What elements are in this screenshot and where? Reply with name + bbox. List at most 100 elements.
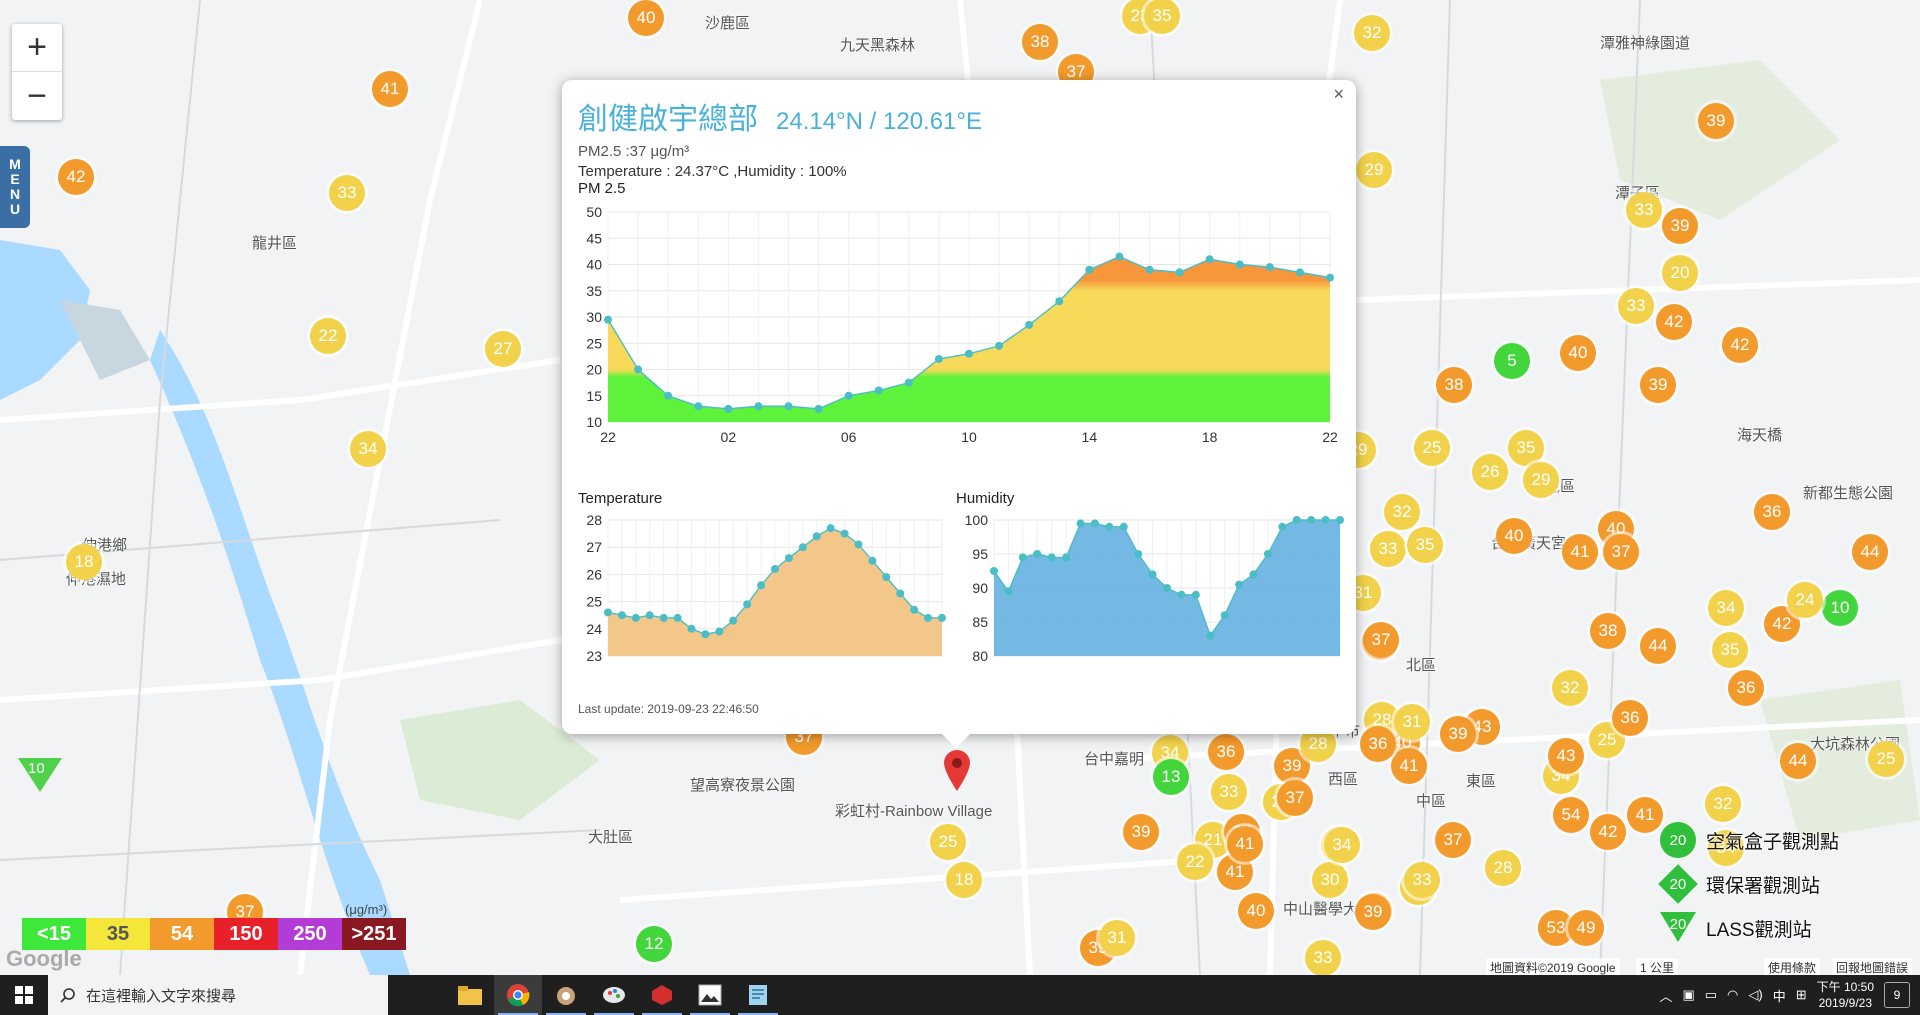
airbox-marker[interactable]: 37 [1603, 534, 1639, 570]
airbox-marker[interactable]: 10 [1822, 590, 1858, 626]
airbox-marker[interactable]: 42 [1722, 327, 1758, 363]
airbox-marker[interactable]: 42 [1656, 304, 1692, 340]
clock[interactable]: 下午 10:50 2019/9/23 [1817, 979, 1874, 1011]
taskbar-search[interactable]: 在這裡輸入文字來搜尋 [48, 975, 388, 1015]
airbox-marker[interactable]: 41 [1391, 748, 1427, 784]
airbox-marker[interactable]: 33 [329, 175, 365, 211]
app-3[interactable] [590, 975, 638, 1015]
airbox-marker[interactable]: 44 [1780, 743, 1816, 779]
airbox-marker[interactable]: 12 [636, 926, 672, 962]
airbox-marker[interactable]: 18 [66, 544, 102, 580]
map[interactable]: 沙鹿區 九天黑森林 龍井區 伸港鄉 伸港濕地 大肚區 望高寮夜景公園 彩虹村-Rainbow … [0, 0, 1920, 975]
airbox-marker[interactable]: 20 [1662, 255, 1698, 291]
keyboard-icon[interactable]: ⊞ [1795, 987, 1807, 1002]
network-icon[interactable]: ◠ [1727, 987, 1739, 1002]
airbox-marker[interactable]: 49 [1568, 910, 1604, 946]
airbox-marker[interactable]: 40 [628, 0, 664, 36]
airbox-marker[interactable]: 44 [1852, 534, 1888, 570]
airbox-marker[interactable]: 42 [1590, 814, 1626, 850]
airbox-marker[interactable]: 39 [1662, 208, 1698, 244]
file-explorer-app[interactable] [446, 975, 494, 1015]
airbox-marker[interactable]: 5 [1494, 343, 1530, 379]
airbox-marker[interactable]: 36 [1728, 670, 1764, 706]
airbox-marker[interactable]: 39 [1355, 894, 1391, 930]
airbox-marker[interactable]: 41 [372, 71, 408, 107]
airbox-marker[interactable]: 13 [1153, 759, 1189, 795]
airbox-marker[interactable]: 32 [1354, 15, 1390, 51]
airbox-marker[interactable]: 41 [1562, 534, 1598, 570]
airbox-marker[interactable]: 25 [930, 824, 966, 860]
app-6[interactable] [734, 975, 782, 1015]
airbox-marker[interactable]: 44 [1640, 628, 1676, 664]
airbox-marker[interactable]: 22 [1177, 844, 1213, 880]
airbox-marker[interactable]: 33 [1370, 531, 1406, 567]
battery-icon[interactable]: ▭ [1704, 987, 1718, 1002]
airbox-marker[interactable]: 41 [1227, 826, 1263, 862]
airbox-marker[interactable]: 40 [1238, 893, 1274, 929]
airbox-marker[interactable]: 32 [1552, 670, 1588, 706]
airbox-marker[interactable]: 34 [1324, 827, 1360, 863]
lass-marker[interactable]: 10 [18, 758, 62, 792]
windows-start-button[interactable] [0, 975, 48, 1015]
airbox-marker[interactable]: 28 [1485, 850, 1521, 886]
airbox-marker[interactable]: 31 [1099, 920, 1135, 956]
airbox-marker[interactable]: 35 [1407, 527, 1443, 563]
airbox-marker[interactable]: 33 [1404, 862, 1440, 898]
selected-location-pin[interactable] [942, 748, 972, 797]
chrome-app[interactable] [494, 975, 542, 1015]
volume-icon[interactable]: ◁) [1748, 987, 1763, 1002]
airbox-marker[interactable]: 34 [1708, 830, 1744, 866]
airbox-marker[interactable]: 40 [1496, 518, 1532, 554]
airbox-marker[interactable]: 34 [1708, 590, 1744, 626]
airbox-marker[interactable]: 35 [1508, 430, 1544, 466]
report-map-error-link[interactable]: 回報地圖錯誤 [1832, 958, 1913, 975]
airbox-marker[interactable]: 35 [1144, 0, 1180, 34]
zoom-in-button[interactable]: + [12, 24, 62, 72]
airbox-marker[interactable]: 33 [1305, 940, 1341, 975]
zoom-out-button[interactable]: − [27, 76, 47, 115]
airbox-marker[interactable]: 41 [1627, 797, 1663, 833]
airbox-marker[interactable]: 26 [1472, 454, 1508, 490]
airbox-marker[interactable]: 36 [1754, 494, 1790, 530]
ime-indicator[interactable]: 中 [1772, 988, 1786, 1004]
airbox-marker[interactable]: 36 [1360, 726, 1396, 762]
airbox-marker[interactable]: 38 [1022, 24, 1058, 60]
photos-app[interactable] [686, 975, 734, 1015]
airbox-marker[interactable]: 33 [1626, 192, 1662, 228]
airbox-marker[interactable]: 31 [1394, 704, 1430, 740]
airbox-marker[interactable]: 37 [1277, 780, 1313, 816]
app-2[interactable] [542, 975, 590, 1015]
airbox-marker[interactable]: 39 [1123, 814, 1159, 850]
airbox-marker[interactable]: 36 [1208, 734, 1244, 770]
airbox-marker[interactable]: 18 [946, 862, 982, 898]
airbox-marker[interactable]: 42 [58, 159, 94, 195]
close-icon[interactable]: × [1333, 84, 1344, 104]
airbox-marker[interactable]: 25 [1414, 430, 1450, 466]
airbox-marker[interactable]: 32 [1705, 786, 1741, 822]
airbox-marker[interactable]: 36 [1612, 700, 1648, 736]
airbox-marker[interactable]: 33 [1211, 774, 1247, 810]
airbox-marker[interactable]: 25 [1589, 722, 1625, 758]
tray-app-icon[interactable]: ▣ [1682, 987, 1695, 1002]
airbox-marker[interactable]: 43 [1548, 738, 1584, 774]
airbox-marker[interactable]: 30 [1312, 862, 1348, 898]
airbox-marker[interactable]: 53 [1538, 910, 1574, 946]
airbox-marker[interactable]: 24 [1787, 582, 1823, 618]
airbox-marker[interactable]: 34 [350, 431, 386, 467]
menu-tab[interactable]: M E N U [0, 146, 30, 228]
airbox-marker[interactable]: 29 [1523, 462, 1559, 498]
airbox-marker[interactable]: 39 [1440, 716, 1476, 752]
terms-link[interactable]: 使用條款 [1764, 958, 1821, 975]
airbox-marker[interactable]: 38 [1590, 613, 1626, 649]
airbox-marker[interactable]: 42 [1764, 606, 1800, 642]
airbox-marker[interactable]: 33 [1618, 288, 1654, 324]
airbox-marker[interactable]: 40 [1560, 335, 1596, 371]
sketchup-app[interactable] [638, 975, 686, 1015]
airbox-marker[interactable]: 37 [1435, 822, 1471, 858]
notification-center-button[interactable]: 9 [1884, 982, 1910, 1008]
airbox-marker[interactable]: 27 [485, 331, 521, 367]
airbox-marker[interactable]: 39 [1698, 103, 1734, 139]
airbox-marker[interactable]: 25 [1868, 741, 1904, 777]
airbox-marker[interactable]: 54 [1553, 797, 1589, 833]
airbox-marker[interactable]: 39 [1640, 367, 1676, 403]
